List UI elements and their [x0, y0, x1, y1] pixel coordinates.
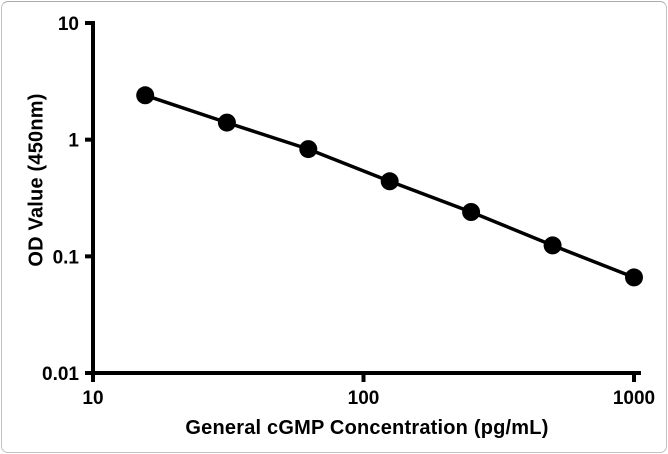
data-point-marker — [299, 140, 318, 159]
data-point-marker — [543, 236, 562, 255]
y-axis-tick-label: 1 — [68, 131, 79, 152]
x-axis-label: General cGMP Concentration (pg/mL) — [185, 417, 549, 439]
x-axis-tick-label: 100 — [348, 388, 380, 409]
data-point-marker — [136, 86, 155, 105]
x-axis-tick-label: 10 — [82, 388, 103, 409]
y-axis-label: OD Value (450nm) — [25, 93, 48, 267]
x-axis-tick-label: 1000 — [613, 388, 655, 409]
data-point-marker — [217, 113, 236, 132]
y-axis-tick-label: 10 — [58, 14, 79, 35]
data-point-marker — [625, 268, 643, 287]
y-axis-tick-label: 0.1 — [53, 247, 80, 268]
data-point-marker — [462, 203, 481, 221]
data-point-marker — [380, 172, 399, 191]
y-axis-tick-label: 0.01 — [42, 364, 79, 385]
